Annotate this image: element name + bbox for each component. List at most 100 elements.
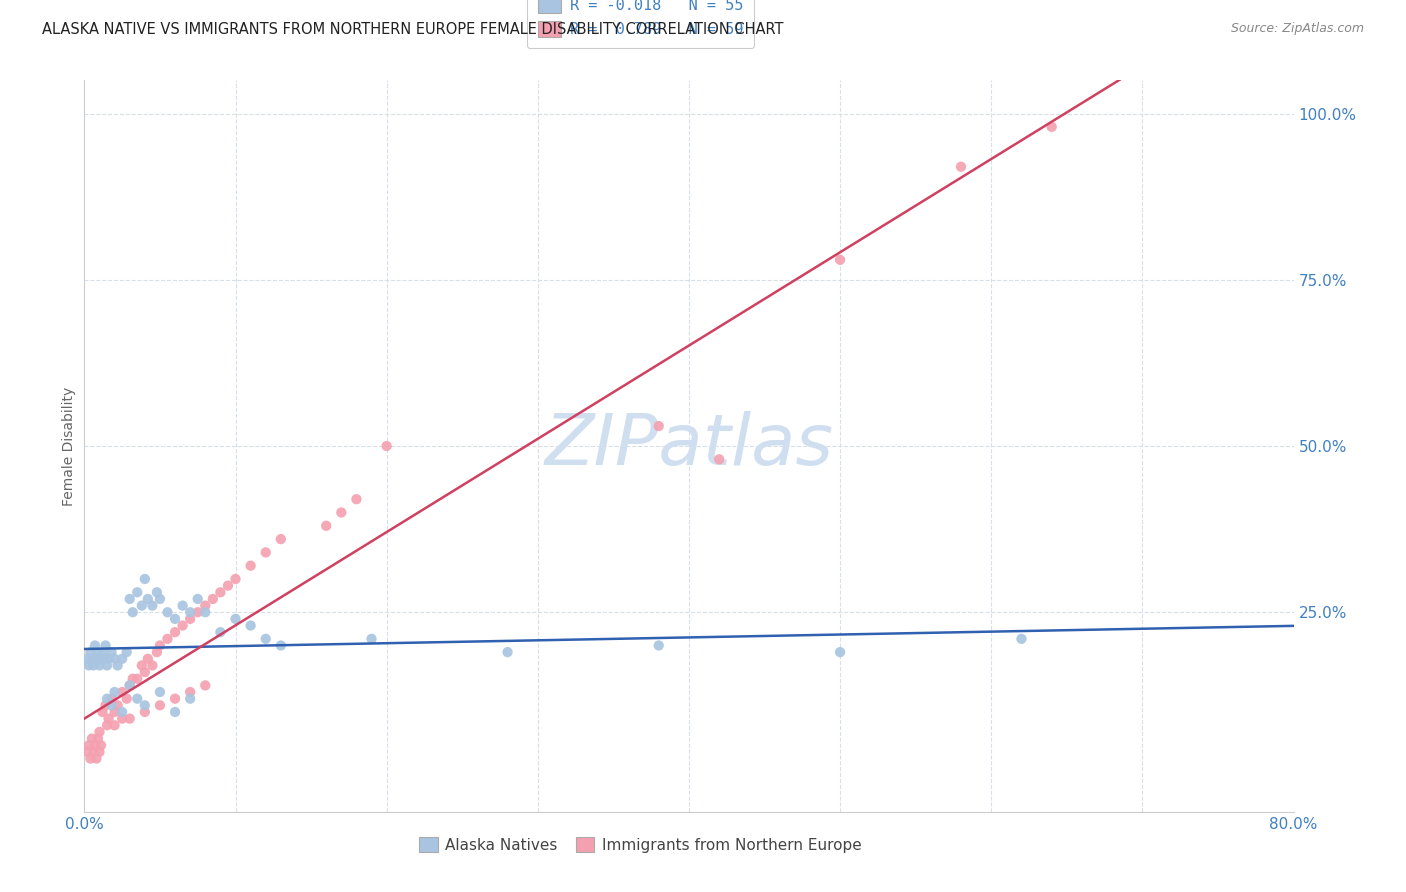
Point bbox=[179, 685, 201, 699]
Point bbox=[84, 738, 107, 752]
Point bbox=[179, 691, 201, 706]
Point bbox=[149, 591, 172, 606]
Y-axis label: Female Disability: Female Disability bbox=[62, 386, 76, 506]
Legend: Alaska Natives, Immigrants from Northern Europe: Alaska Natives, Immigrants from Northern… bbox=[413, 831, 868, 859]
Point bbox=[209, 625, 232, 640]
Point bbox=[709, 452, 731, 467]
Point bbox=[118, 712, 141, 726]
Point bbox=[84, 639, 107, 653]
Point bbox=[96, 691, 118, 706]
Point bbox=[136, 591, 159, 606]
Point bbox=[104, 652, 127, 666]
Point bbox=[146, 645, 169, 659]
Point bbox=[91, 645, 114, 659]
Point bbox=[107, 658, 129, 673]
Point bbox=[111, 652, 134, 666]
Point bbox=[93, 652, 115, 666]
Point bbox=[94, 639, 117, 653]
Text: ALASKA NATIVE VS IMMIGRANTS FROM NORTHERN EUROPE FEMALE DISABILITY CORRELATION C: ALASKA NATIVE VS IMMIGRANTS FROM NORTHER… bbox=[42, 22, 783, 37]
Point bbox=[111, 712, 134, 726]
Point bbox=[194, 605, 217, 619]
Point bbox=[209, 585, 232, 599]
Point bbox=[254, 545, 277, 559]
Point bbox=[315, 518, 337, 533]
Point bbox=[104, 685, 127, 699]
Point bbox=[187, 591, 209, 606]
Point bbox=[134, 665, 156, 679]
Point bbox=[104, 718, 127, 732]
Point bbox=[270, 639, 292, 653]
Point bbox=[118, 591, 141, 606]
Point bbox=[118, 678, 141, 692]
Point bbox=[194, 678, 217, 692]
Point bbox=[76, 652, 98, 666]
Point bbox=[239, 558, 262, 573]
Point bbox=[496, 645, 519, 659]
Point bbox=[96, 718, 118, 732]
Point bbox=[165, 691, 187, 706]
Point bbox=[121, 672, 143, 686]
Point bbox=[111, 685, 134, 699]
Point bbox=[134, 698, 156, 713]
Point bbox=[80, 731, 103, 746]
Point bbox=[136, 652, 159, 666]
Point bbox=[127, 672, 149, 686]
Point bbox=[225, 572, 247, 586]
Point bbox=[77, 658, 100, 673]
Point bbox=[77, 738, 100, 752]
Point bbox=[149, 639, 172, 653]
Point bbox=[141, 658, 163, 673]
Point bbox=[131, 658, 153, 673]
Point bbox=[950, 160, 973, 174]
Point bbox=[82, 745, 104, 759]
Point bbox=[79, 751, 101, 765]
Point bbox=[115, 691, 138, 706]
Point bbox=[141, 599, 163, 613]
Point bbox=[97, 712, 120, 726]
Point bbox=[115, 645, 138, 659]
Point bbox=[149, 685, 172, 699]
Point bbox=[90, 738, 112, 752]
Point bbox=[172, 599, 194, 613]
Point bbox=[201, 591, 224, 606]
Point bbox=[330, 506, 353, 520]
Point bbox=[86, 652, 108, 666]
Point bbox=[134, 572, 156, 586]
Point bbox=[79, 645, 101, 659]
Point bbox=[127, 691, 149, 706]
Point bbox=[172, 618, 194, 632]
Point bbox=[96, 658, 118, 673]
Point bbox=[118, 678, 141, 692]
Point bbox=[194, 599, 217, 613]
Point bbox=[346, 492, 368, 507]
Point bbox=[648, 639, 671, 653]
Point bbox=[89, 745, 111, 759]
Point bbox=[179, 605, 201, 619]
Point bbox=[648, 419, 671, 434]
Point bbox=[165, 625, 187, 640]
Point bbox=[121, 605, 143, 619]
Point bbox=[830, 252, 852, 267]
Point bbox=[165, 612, 187, 626]
Point bbox=[270, 532, 292, 546]
Point bbox=[87, 731, 110, 746]
Point bbox=[254, 632, 277, 646]
Point bbox=[107, 698, 129, 713]
Point bbox=[100, 698, 122, 713]
Point bbox=[134, 705, 156, 719]
Point bbox=[94, 698, 117, 713]
Point bbox=[179, 612, 201, 626]
Point bbox=[82, 658, 104, 673]
Point bbox=[156, 605, 179, 619]
Point bbox=[127, 585, 149, 599]
Point bbox=[375, 439, 398, 453]
Point bbox=[1011, 632, 1033, 646]
Point bbox=[131, 599, 153, 613]
Point bbox=[80, 652, 103, 666]
Text: Source: ZipAtlas.com: Source: ZipAtlas.com bbox=[1230, 22, 1364, 36]
Point bbox=[239, 618, 262, 632]
Point bbox=[165, 705, 187, 719]
Point bbox=[97, 652, 120, 666]
Point bbox=[187, 605, 209, 619]
Point bbox=[830, 645, 852, 659]
